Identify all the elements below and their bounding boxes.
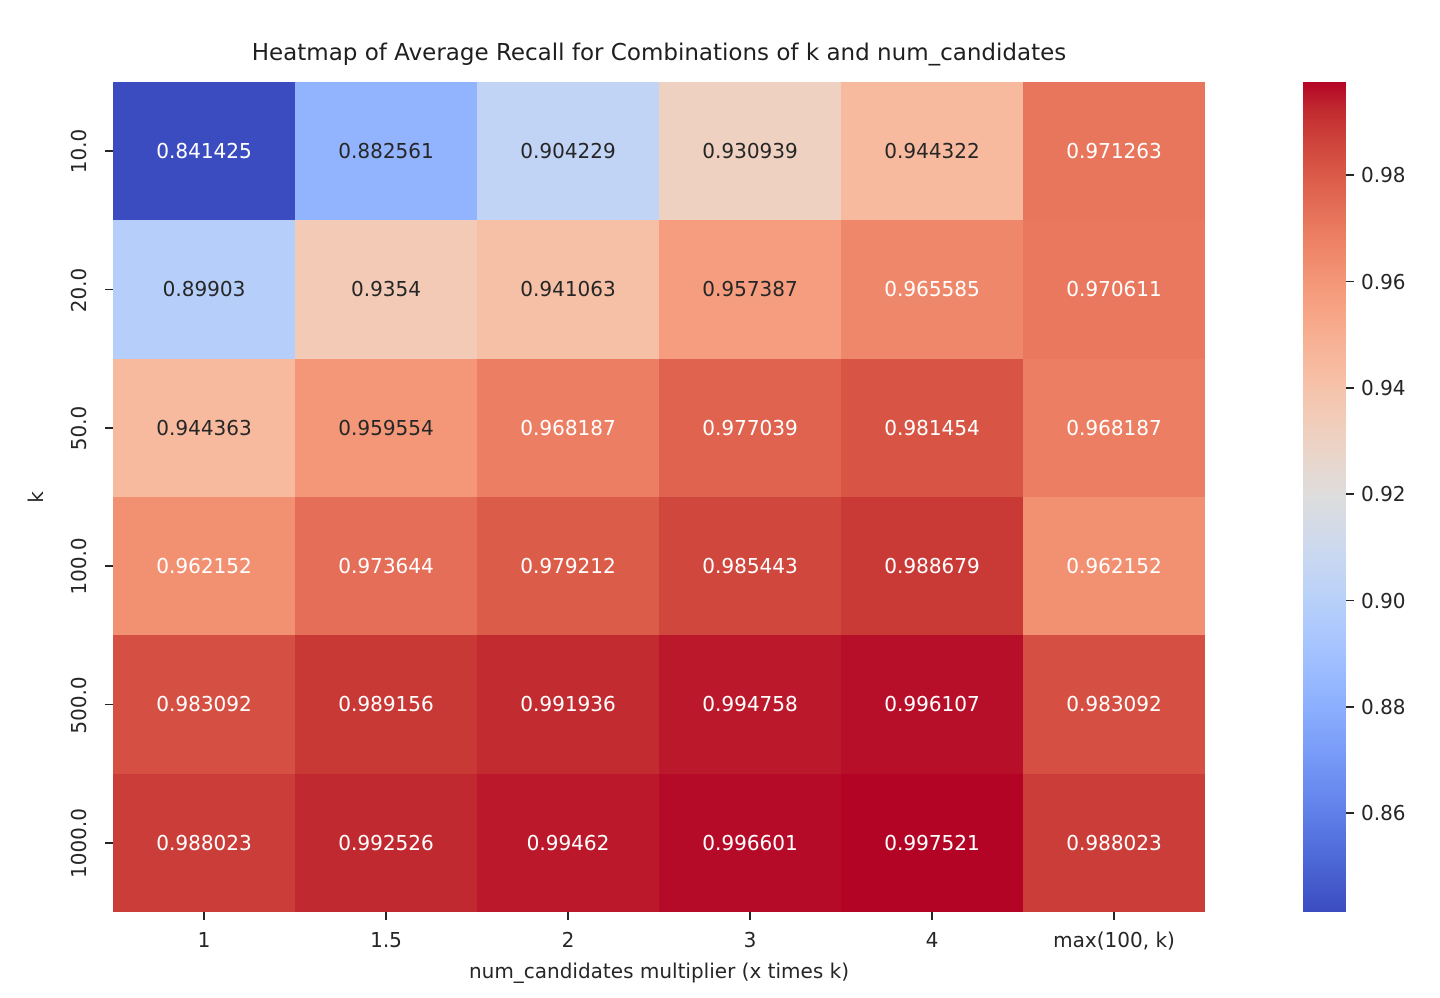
x-tick-label: 4 bbox=[925, 928, 939, 952]
heatmap-cell: 0.971263 bbox=[1023, 82, 1205, 221]
heatmap-cell: 0.992526 bbox=[295, 773, 477, 912]
heatmap-cell: 0.988679 bbox=[841, 496, 1023, 636]
x-tick-label: 3 bbox=[743, 928, 757, 952]
heatmap-grid: 0.841425 0.882561 0.904229 0.930939 0.944322… bbox=[113, 82, 1205, 912]
x-tick-mark bbox=[203, 912, 205, 920]
x-axis-label: num_candidates multiplier (x times k) bbox=[468, 959, 850, 983]
x-tick-label: 1 bbox=[197, 928, 211, 952]
heatmap-cell: 0.996601 bbox=[659, 773, 841, 912]
y-tick-mark bbox=[105, 703, 113, 706]
x-tick-mark bbox=[385, 912, 387, 920]
heatmap-cell: 0.944322 bbox=[841, 82, 1023, 221]
y-tick-label: 20.0 bbox=[67, 267, 91, 312]
heatmap-cell: 0.970611 bbox=[1023, 220, 1205, 359]
colorbar-tick-mark bbox=[1346, 599, 1354, 602]
heatmap-cell: 0.977039 bbox=[659, 358, 841, 497]
heatmap-cell: 0.941063 bbox=[477, 220, 659, 359]
heatmap-cell: 0.841425 bbox=[113, 82, 295, 221]
y-tick-label: 1000.0 bbox=[67, 807, 91, 878]
heatmap-cell: 0.959554 bbox=[295, 358, 477, 497]
heatmap-cell: 0.989156 bbox=[295, 635, 477, 774]
colorbar-tick-mark bbox=[1346, 174, 1354, 176]
x-tick-mark bbox=[1113, 912, 1115, 920]
colorbar-tick-label: 0.92 bbox=[1361, 482, 1406, 507]
heatmap-cell: 0.985443 bbox=[659, 496, 841, 636]
y-tick-mark bbox=[105, 565, 113, 567]
heatmap-cell: 0.988023 bbox=[1023, 773, 1205, 912]
heatmap-cell: 0.968187 bbox=[1023, 358, 1205, 497]
y-tick-mark bbox=[105, 288, 113, 291]
colorbar-tick-label: 0.86 bbox=[1361, 801, 1406, 826]
heatmap-cell: 0.944363 bbox=[113, 358, 295, 497]
heatmap-cell: 0.882561 bbox=[295, 82, 477, 221]
colorbar-tick-label: 0.96 bbox=[1361, 269, 1406, 294]
x-tick-mark bbox=[749, 912, 751, 920]
heatmap-cell: 0.981454 bbox=[841, 358, 1023, 497]
x-tick-label: 2 bbox=[561, 928, 575, 952]
x-tick-label: max(100, k) bbox=[1053, 928, 1175, 952]
colorbar-tick-label: 0.90 bbox=[1361, 588, 1406, 613]
y-tick-label: 50.0 bbox=[67, 405, 91, 451]
heatmap-cell: 0.979212 bbox=[477, 496, 659, 636]
colorbar-tick-mark bbox=[1346, 387, 1354, 389]
x-tick-mark bbox=[567, 912, 569, 920]
y-axis-label: k bbox=[24, 491, 48, 503]
y-tick-label: 100.0 bbox=[67, 537, 91, 595]
y-tick-label: 500.0 bbox=[67, 675, 91, 734]
heatmap-cell: 0.968187 bbox=[477, 358, 659, 497]
x-tick-label: 1.5 bbox=[370, 928, 402, 952]
x-tick-mark bbox=[931, 912, 933, 920]
heatmap-cell: 0.983092 bbox=[1023, 635, 1205, 774]
colorbar bbox=[1303, 82, 1346, 912]
y-tick-mark bbox=[105, 427, 113, 429]
heatmap-cell: 0.904229 bbox=[477, 82, 659, 221]
colorbar-tick-mark bbox=[1346, 812, 1354, 814]
heatmap-cell: 0.994758 bbox=[659, 635, 841, 774]
colorbar-tick-label: 0.98 bbox=[1361, 163, 1406, 188]
heatmap-cell: 0.930939 bbox=[659, 82, 841, 221]
y-tick-mark bbox=[105, 842, 113, 844]
chart-title: Heatmap of Average Recall for Combinatio… bbox=[251, 40, 1067, 66]
y-tick-mark bbox=[105, 150, 113, 152]
heatmap-cell: 0.997521 bbox=[841, 773, 1023, 912]
heatmap-cell: 0.99462 bbox=[477, 773, 659, 912]
heatmap-cell: 0.983092 bbox=[113, 635, 295, 774]
heatmap-cell: 0.988023 bbox=[113, 773, 295, 912]
heatmap-cell: 0.962152 bbox=[113, 496, 295, 636]
colorbar-tick-label: 0.88 bbox=[1361, 694, 1406, 719]
heatmap-cell: 0.973644 bbox=[295, 496, 477, 636]
heatmap-cell: 0.996107 bbox=[841, 635, 1023, 774]
heatmap-cell: 0.957387 bbox=[659, 220, 841, 359]
colorbar-tick-mark bbox=[1346, 493, 1354, 495]
heatmap-cell: 0.9354 bbox=[295, 220, 477, 359]
y-tick-label: 10.0 bbox=[67, 128, 91, 174]
heatmap-cell: 0.991936 bbox=[477, 635, 659, 774]
heatmap-cell: 0.962152 bbox=[1023, 496, 1205, 636]
colorbar-tick-mark bbox=[1346, 706, 1354, 708]
colorbar-tick-label: 0.94 bbox=[1361, 375, 1406, 400]
heatmap-cell: 0.89903 bbox=[113, 220, 295, 359]
heatmap-cell: 0.965585 bbox=[841, 220, 1023, 359]
colorbar-tick-mark bbox=[1346, 280, 1354, 283]
